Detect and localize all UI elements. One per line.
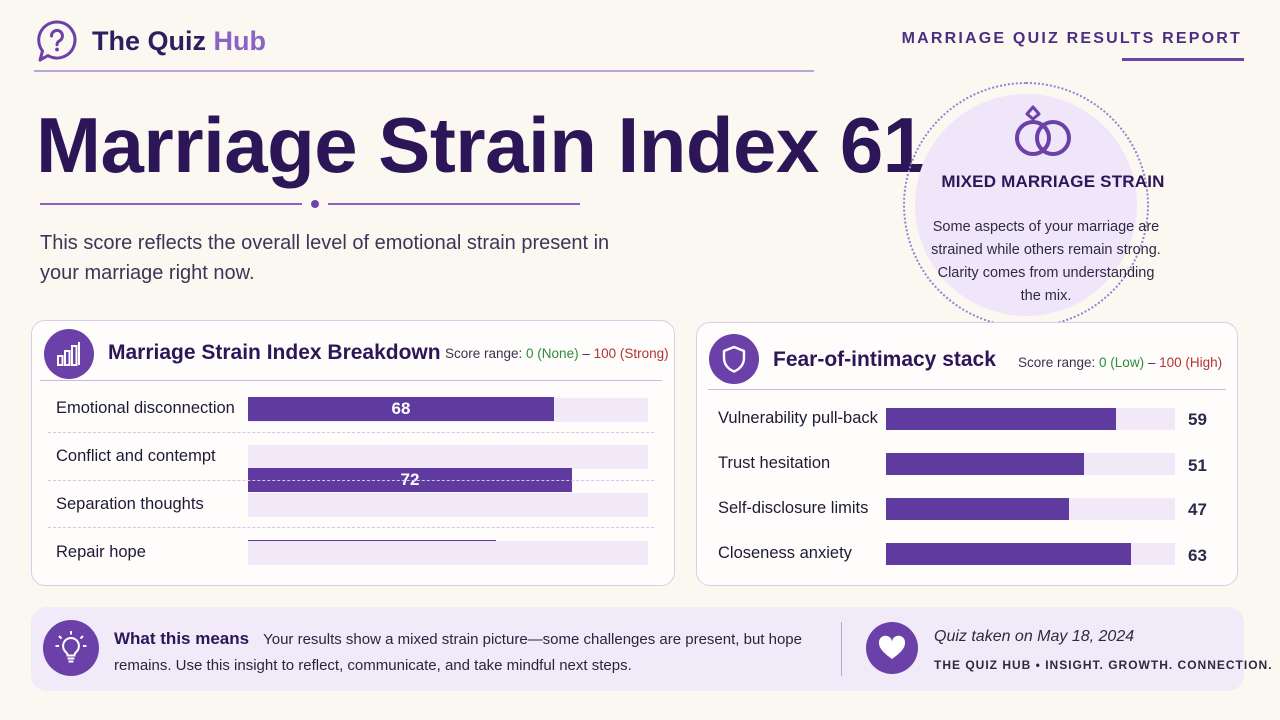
intimacy-row-label: Trust hesitation: [718, 454, 831, 472]
breakdown-row-label: Repair hope: [56, 543, 146, 561]
breakdown-track: [248, 445, 648, 469]
breakdown-row-label: Conflict and contempt: [56, 447, 216, 465]
insight-footer: [31, 607, 1244, 691]
medallion-body: Some aspects of your marriage are strain…: [931, 219, 1161, 304]
breakdown-title: Marriage Strain Index Breakdown: [108, 341, 441, 364]
breakdown-bar-value: 68: [391, 399, 411, 418]
bar-chart-icon: [44, 329, 94, 379]
wedding-rings-icon: [1015, 105, 1071, 156]
breakdown-track: [248, 493, 648, 517]
title-divider-right: [328, 203, 580, 205]
intimacy-row-label: Self-disclosure limits: [718, 499, 869, 517]
heart-icon: [866, 622, 918, 674]
report-title-underline: [1122, 58, 1244, 61]
intimacy-bar-value: 59: [1188, 410, 1207, 429]
report-title: MARRIAGE QUIZ RESULTS REPORT: [901, 30, 1242, 47]
breakdown-score-range: Score range: 0 (None) – 100 (Strong): [445, 346, 669, 361]
intimacy-bar-value: 63: [1188, 546, 1207, 565]
intimacy-bar-value: 51: [1188, 456, 1207, 475]
shield-icon: [709, 334, 759, 384]
title-divider-left: [40, 203, 302, 205]
breakdown-row-label: Emotional disconnection: [56, 399, 235, 417]
medallion-title: MIXED MARRIAGE STRAIN: [941, 172, 1165, 191]
question-bubble-icon: [37, 20, 77, 62]
intimacy-bar-value: 47: [1188, 500, 1207, 519]
intimacy-divider: [708, 389, 1226, 390]
intimacy-score-range: Score range: 0 (Low) – 100 (High): [1018, 355, 1223, 370]
intimacy-bar: [886, 408, 1116, 430]
breakdown-bar-value: 72: [400, 470, 420, 489]
row-separator: [48, 480, 654, 481]
intimacy-row-label: Vulnerability pull-back: [718, 409, 878, 427]
brand-name: The Quiz Hub: [92, 26, 266, 56]
intimacy-bar: [886, 543, 1131, 565]
lightbulb-icon: [43, 620, 99, 676]
title-divider-dot: [311, 200, 319, 208]
intimacy-bar: [886, 453, 1084, 475]
intimacy-bar: [886, 498, 1069, 520]
header-divider: [34, 70, 814, 72]
footer-tagline: THE QUIZ HUB • INSIGHT. GROWTH. CONNECTI…: [934, 658, 1273, 672]
quiz-date: Quiz taken on May 18, 2024: [934, 628, 1135, 645]
breakdown-row-label: Separation thoughts: [56, 495, 204, 513]
row-separator: [48, 432, 654, 433]
page-title: Marriage Strain Index 61: [36, 101, 926, 189]
strain-medallion: [903, 82, 1149, 328]
intimacy-title: Fear-of-intimacy stack: [773, 348, 996, 371]
what-this-means: What this means Your results show a mixed…: [114, 626, 814, 679]
what-this-means-heading: What this means: [114, 629, 250, 648]
breakdown-divider: [40, 380, 662, 381]
breakdown-track: [248, 541, 648, 565]
row-separator: [48, 527, 654, 528]
intimacy-row-label: Closeness anxiety: [718, 544, 852, 562]
score-description: This score reflects the overall level of…: [40, 232, 610, 284]
what-this-means-body: Your results show a mixed strain picture…: [114, 631, 802, 674]
footer-divider: [841, 622, 842, 676]
breakdown-bar: 68: [248, 397, 554, 421]
